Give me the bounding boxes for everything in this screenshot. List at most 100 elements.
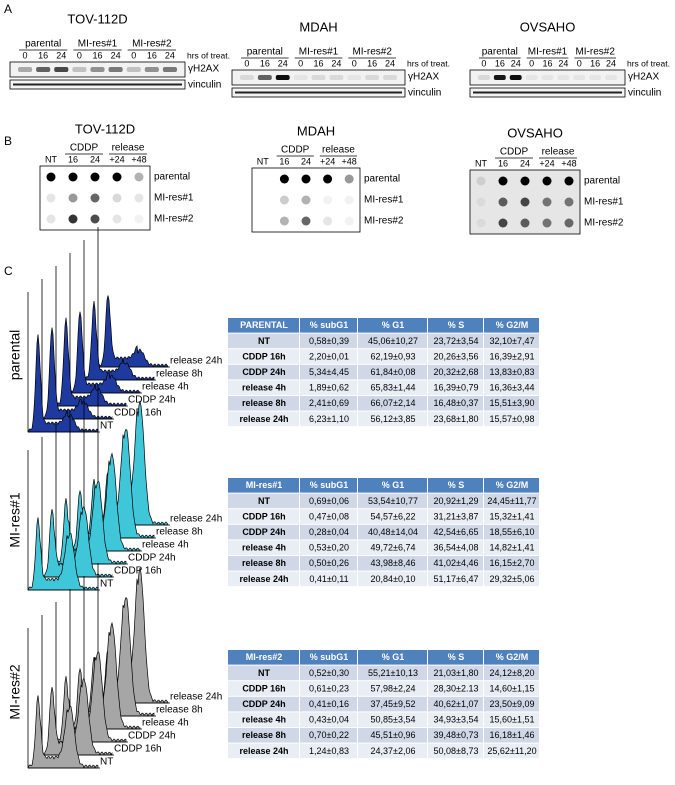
table-cell-text: 20,32±2,68: [434, 367, 479, 377]
table-cell-text: 31,21±3,87: [434, 511, 479, 521]
table-header-cell: [228, 318, 299, 333]
dot: [476, 176, 486, 186]
dot: [134, 193, 144, 203]
row-label: MI-res#2: [364, 216, 404, 227]
table-cell-text: release 8h: [242, 398, 286, 408]
table-cell: [228, 712, 299, 727]
table-cell: [358, 411, 427, 427]
row-label: parental: [7, 330, 23, 381]
table-header-cell: [228, 478, 299, 493]
table-cell: [228, 728, 299, 743]
band: [72, 67, 87, 72]
band: [257, 75, 272, 80]
table-cell-text: 1,89±0,62: [309, 383, 349, 393]
dot: [323, 174, 333, 184]
table-cell: [358, 524, 427, 540]
table-cell: [428, 380, 483, 395]
table-cell: [300, 509, 357, 524]
table-cell-text: 15,51±3,90: [490, 398, 535, 408]
table-cell-text: 45,06±10,27: [368, 336, 418, 346]
dot: [112, 193, 122, 203]
histogram-label: release 4h: [142, 718, 189, 729]
dot: [564, 176, 574, 186]
table-cell: [358, 696, 427, 712]
table-cell: [358, 743, 427, 759]
group-label: MI-res#1: [528, 47, 568, 58]
lane-label: 0: [131, 50, 136, 60]
table-header: % G1: [382, 320, 405, 330]
table-cell-text: release 8h: [242, 730, 286, 740]
table-cell-text: release 4h: [242, 383, 286, 393]
table-cell: [228, 743, 299, 759]
band: [311, 75, 326, 80]
band-label: vinculin: [188, 80, 221, 91]
band: [347, 75, 362, 80]
dot: [279, 174, 289, 184]
row-label: MI-res#1: [584, 197, 624, 208]
histogram-label: release 8h: [156, 369, 203, 380]
histogram-label: release 4h: [142, 540, 189, 551]
table-cell-text: 23,68±1,80: [434, 414, 479, 424]
histogram: [69, 311, 141, 394]
dot: [498, 197, 508, 207]
table-cell-text: NT: [258, 668, 270, 678]
band: [573, 75, 586, 80]
table-cell: [358, 665, 427, 681]
table-cell-text: 20,26±3,56: [434, 351, 479, 361]
band: [493, 75, 506, 80]
table-header-cell: [484, 478, 539, 493]
table-cell: [428, 493, 483, 509]
histogram: [27, 334, 99, 433]
lane-label: 16: [92, 50, 102, 60]
table-cell-text: release 8h: [242, 558, 286, 568]
dot: [68, 193, 78, 203]
table-cell-text: 0,41±0,11: [309, 574, 348, 584]
lane-label: +24: [539, 158, 554, 168]
table-cell: [228, 509, 299, 524]
table-cell: [228, 364, 299, 380]
histogram: [41, 327, 113, 420]
table-cell: [484, 681, 539, 696]
table-cell-text: release 24h: [239, 574, 288, 584]
table-cell: [484, 411, 539, 427]
dot: [301, 174, 311, 184]
table-cell-text: NT: [258, 496, 270, 506]
band: [240, 75, 254, 80]
table-cell-text: 61,84±0,08: [371, 367, 416, 377]
table-cell-text: 36,54±4,08: [434, 543, 479, 553]
table-cell-text: 43,98±8,46: [371, 558, 416, 568]
table-cell: [300, 728, 357, 743]
histogram-label: release 8h: [156, 705, 203, 716]
table-cell: [358, 728, 427, 743]
table-cell-text: 50,85±3,54: [371, 715, 416, 725]
lane-label: 16: [498, 158, 508, 168]
table-cell-text: 23,50±9,09: [490, 699, 535, 709]
band-box: [231, 69, 406, 86]
dot: [520, 197, 530, 207]
histogram-label: CDDP 16h: [114, 566, 162, 577]
table-header-cell: [300, 478, 357, 493]
table-cell: [228, 665, 299, 681]
table-cell: [300, 712, 357, 727]
table-cell: [300, 556, 357, 571]
dot: [323, 195, 333, 205]
lane-label: 16: [38, 50, 48, 60]
table-cell: [484, 380, 539, 395]
histogram-label: NT: [100, 579, 113, 590]
table-cell: [300, 349, 357, 364]
table-cell: [484, 571, 539, 587]
dot: [301, 216, 311, 226]
band: [162, 67, 177, 72]
table-cell-text: 15,60±1,51: [490, 715, 535, 725]
table-header: % G1: [382, 480, 405, 490]
dot: [498, 218, 508, 228]
table-cell: [428, 364, 483, 380]
table-cell-text: 42,54±6,65: [434, 527, 479, 537]
table-cell: [228, 396, 299, 411]
dot: [564, 218, 574, 228]
group-label: MI-res#2: [132, 39, 172, 50]
table-cell-text: 45,51±0,96: [371, 730, 416, 740]
table-header: % subG1: [310, 480, 349, 490]
condition-label: release: [112, 143, 145, 154]
lane-label: +24: [109, 154, 124, 164]
